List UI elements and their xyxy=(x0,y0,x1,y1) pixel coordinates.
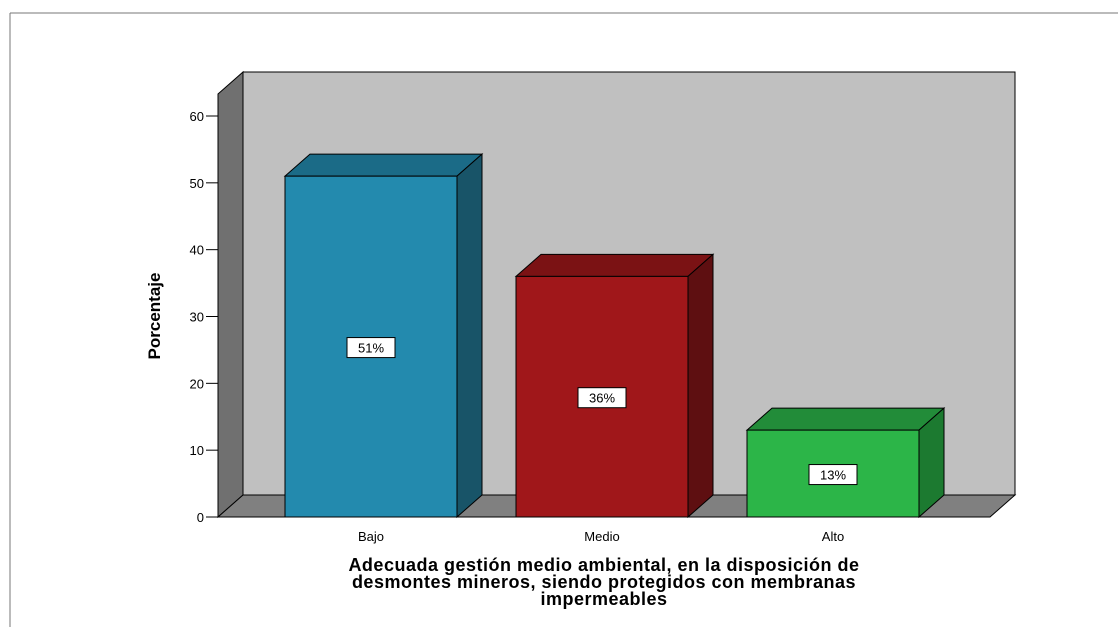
x-axis-label-line: desmontes mineros, siendo protegidos con… xyxy=(352,572,856,592)
y-tick-label: 40 xyxy=(190,243,204,258)
data-label: 13% xyxy=(820,468,846,483)
bar-side xyxy=(456,153,483,519)
data-label-box xyxy=(346,337,396,359)
data-label: 51% xyxy=(358,341,384,356)
bar-side xyxy=(687,253,714,519)
bar-top xyxy=(745,407,946,431)
y-tick-label: 0 xyxy=(197,510,204,525)
x-tick-label: Medio xyxy=(584,529,619,544)
x-axis-label-line: Adecuada gestión medio ambiental, en la … xyxy=(348,555,859,575)
y-tick-label: 50 xyxy=(190,176,204,191)
x-tick-label: Alto xyxy=(822,529,844,544)
side-wall xyxy=(217,70,244,519)
x-tick-label: Bajo xyxy=(358,529,384,544)
bar-top xyxy=(514,253,715,277)
data-label-box xyxy=(577,387,627,409)
x-axis-label-line: impermeables xyxy=(540,589,667,609)
y-axis-label: Porcentaje xyxy=(145,273,164,360)
data-label: 36% xyxy=(589,391,615,406)
data-label-box xyxy=(808,464,858,486)
y-tick-label: 20 xyxy=(190,376,204,391)
y-tick-label: 60 xyxy=(190,109,204,124)
y-tick-label: 30 xyxy=(190,310,204,325)
bar-top xyxy=(283,153,484,177)
y-tick-label: 10 xyxy=(190,443,204,458)
x-axis-label: Adecuada gestión medio ambiental, en la … xyxy=(348,555,859,609)
